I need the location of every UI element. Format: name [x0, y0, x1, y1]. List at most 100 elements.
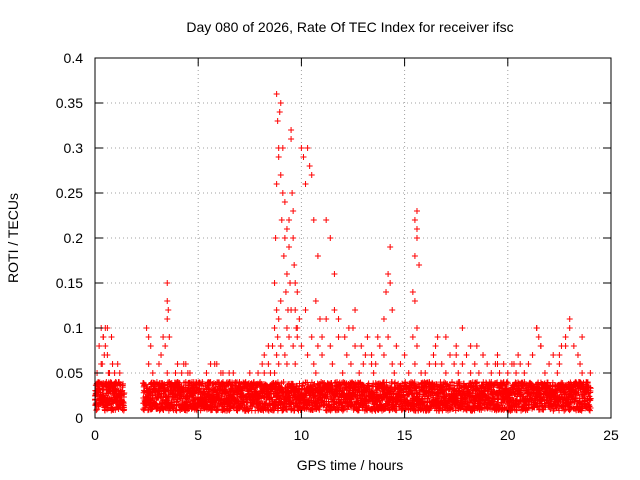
data-point: [441, 394, 448, 401]
data-point: [453, 352, 460, 358]
data-point: [184, 388, 191, 394]
data-point: [107, 388, 114, 394]
data-point: [288, 127, 295, 133]
data-point: [393, 343, 400, 349]
data-point: [352, 307, 359, 313]
data-point: [413, 226, 420, 232]
data-point: [383, 289, 390, 295]
data-point: [277, 343, 284, 349]
data-point: [102, 343, 109, 349]
data-point: [444, 381, 451, 388]
data-point: [161, 381, 168, 388]
data-point: [246, 370, 253, 376]
data-point: [587, 388, 594, 394]
data-point: [278, 217, 285, 223]
data-point: [341, 334, 348, 340]
data-point: [288, 136, 295, 142]
data-point: [504, 370, 511, 376]
data-point: [503, 386, 510, 393]
data-point: [471, 361, 478, 367]
data-point: [292, 361, 299, 367]
data-point: [312, 298, 319, 304]
data-point: [275, 316, 282, 322]
data-point: [298, 145, 305, 151]
data-point: [312, 370, 319, 376]
data-point: [434, 334, 441, 340]
data-point: [271, 280, 278, 286]
data-point: [261, 352, 268, 358]
data-point: [340, 405, 347, 412]
data-point: [586, 407, 593, 414]
data-point: [271, 370, 278, 376]
data-point: [587, 395, 594, 402]
y-tick-label: 0.4: [64, 50, 84, 66]
data-point: [413, 208, 420, 214]
data-point: [308, 172, 315, 178]
data-point: [300, 154, 307, 160]
data-point: [286, 217, 293, 223]
data-point: [263, 388, 270, 394]
data-point: [195, 397, 202, 403]
data-point: [535, 334, 542, 340]
data-point: [205, 397, 212, 403]
data-point: [521, 379, 528, 385]
data-point: [480, 352, 487, 358]
data-point: [537, 390, 544, 397]
data-point: [244, 388, 251, 394]
y-tick-label: 0.05: [56, 365, 83, 381]
data-point: [393, 407, 400, 414]
x-tick-label: 0: [91, 427, 99, 443]
data-point: [572, 379, 579, 385]
data-point: [389, 361, 396, 367]
data-point: [294, 334, 301, 340]
data-point: [556, 407, 563, 414]
data-point: [310, 361, 317, 367]
data-point: [104, 325, 111, 331]
data-point: [308, 334, 315, 340]
data-point: [226, 379, 233, 385]
data-point: [298, 343, 305, 349]
data-point: [228, 388, 235, 394]
data-point: [160, 334, 167, 340]
data-point: [151, 388, 158, 394]
data-point: [413, 235, 420, 241]
data-point: [389, 307, 396, 313]
data-point: [276, 109, 283, 115]
data-point: [339, 370, 346, 376]
data-point: [352, 343, 359, 349]
data-point: [556, 352, 563, 358]
data-point: [410, 380, 417, 387]
data-point: [387, 244, 394, 250]
data-point: [209, 388, 216, 394]
data-point: [310, 382, 317, 389]
data-point: [114, 382, 121, 389]
data-point: [99, 361, 106, 367]
data-point: [207, 361, 214, 367]
data-point: [101, 352, 108, 358]
data-point: [140, 406, 147, 413]
data-point: [274, 118, 281, 124]
data-point: [143, 388, 150, 394]
data-point: [467, 343, 474, 349]
data-point: [283, 361, 290, 367]
data-point: [145, 334, 152, 340]
data-point: [546, 361, 553, 367]
y-tick-label: 0.3: [64, 140, 84, 156]
data-point: [411, 217, 418, 223]
data-point: [452, 407, 459, 414]
data-point: [562, 343, 569, 349]
data-point: [114, 361, 121, 367]
data-point: [310, 217, 317, 223]
data-point: [510, 361, 517, 367]
data-point: [442, 334, 449, 340]
data-point: [158, 352, 165, 358]
data-point: [286, 393, 293, 400]
data-point: [587, 370, 594, 376]
data-point: [280, 379, 287, 386]
x-tick-labels: 0 5 10 15 20 25: [91, 427, 619, 443]
data-point: [283, 271, 290, 277]
data-point: [456, 379, 463, 386]
x-tick-label: 5: [194, 427, 202, 443]
data-point: [577, 361, 584, 367]
data-point: [335, 334, 342, 340]
